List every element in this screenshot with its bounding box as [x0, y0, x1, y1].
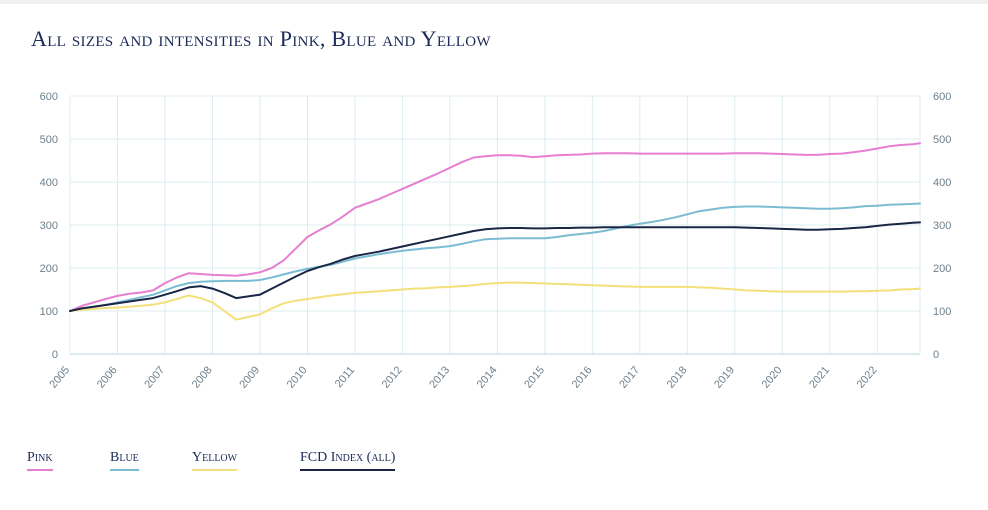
- top-border: [0, 0, 988, 4]
- legend-swatch: [192, 469, 238, 471]
- legend-item-blue[interactable]: Blue: [110, 450, 139, 471]
- x-tick-label: 2018: [665, 364, 690, 390]
- y-tick-label-left: 500: [40, 134, 58, 146]
- y-tick-label-left: 300: [40, 220, 58, 232]
- x-tick-label: 2021: [807, 364, 832, 390]
- series-line-pink: [69, 142, 921, 312]
- legend-item-fcd-index-all[interactable]: FCD Index (all): [300, 450, 396, 471]
- x-tick-label: 2019: [712, 364, 737, 390]
- x-tick-label: 2008: [190, 364, 215, 390]
- x-tick-label: 2011: [333, 364, 357, 390]
- x-tick-label: 2015: [522, 364, 547, 390]
- x-tick-label: 2005: [47, 364, 72, 390]
- x-tick-label: 2007: [142, 364, 167, 390]
- legend-swatch: [300, 469, 396, 471]
- legend-item-yellow[interactable]: Yellow: [192, 450, 238, 471]
- series-line-fcd-index-all: [69, 221, 921, 312]
- legend-label: Yellow: [192, 450, 238, 465]
- y-tick-label-left: 400: [40, 177, 58, 189]
- x-tick-label: 2020: [760, 364, 785, 390]
- x-tick-label: 2016: [570, 364, 595, 390]
- y-tick-label-right: 0: [933, 349, 939, 361]
- x-tick-label: 2006: [95, 364, 120, 390]
- x-tick-label: 2022: [855, 364, 880, 390]
- x-tick-label: 2014: [475, 364, 500, 390]
- legend-swatch: [110, 469, 139, 471]
- x-tick-label: 2012: [380, 364, 405, 390]
- y-tick-label-left: 100: [40, 306, 58, 318]
- y-tick-label-right: 500: [933, 134, 951, 146]
- chart-title: All sizes and intensities in Pink, Blue …: [31, 26, 491, 51]
- legend-item-pink[interactable]: Pink: [27, 450, 53, 471]
- y-tick-label-right: 300: [933, 220, 951, 232]
- x-tick-label: 2009: [237, 364, 262, 390]
- y-tick-label-left: 0: [52, 349, 58, 361]
- series-line-yellow: [69, 281, 921, 321]
- x-tick-label: 2010: [285, 364, 310, 390]
- legend-swatch: [27, 469, 53, 471]
- x-tick-label: 2017: [617, 364, 642, 390]
- series-line-blue: [69, 202, 921, 312]
- chart-legend: Pink Blue Yellow FCD Index (all): [0, 450, 988, 480]
- x-tick-label: 2013: [427, 364, 452, 390]
- y-tick-label-right: 200: [933, 263, 951, 275]
- y-tick-label-right: 100: [933, 306, 951, 318]
- y-tick-label-left: 600: [40, 91, 58, 103]
- y-tick-label-right: 400: [933, 177, 951, 189]
- legend-label: Pink: [27, 450, 53, 465]
- y-tick-label-right: 600: [933, 91, 951, 103]
- legend-label: FCD Index (all): [300, 450, 396, 465]
- legend-label: Blue: [110, 450, 139, 465]
- y-tick-label-left: 200: [40, 263, 58, 275]
